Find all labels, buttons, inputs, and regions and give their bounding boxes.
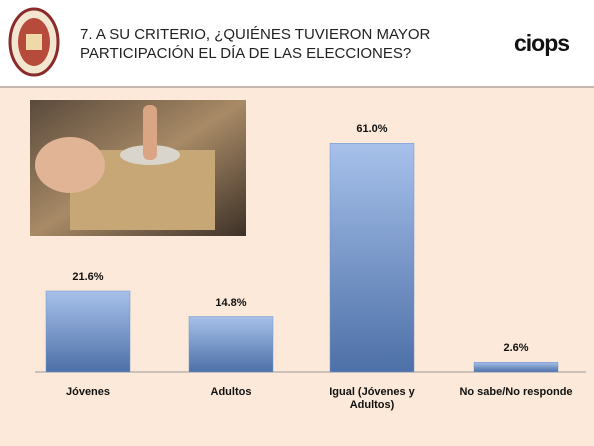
x-tick-label: No sabe/No responde [459,386,573,398]
bar [329,143,415,373]
hand [35,137,105,193]
bar [473,362,559,373]
bar [188,316,274,373]
emblem [8,7,60,77]
title-line: PARTICIPACIÓN EL DÍA DE LAS ELECCIONES? [80,45,412,62]
x-tick-label: Jóvenes [65,386,111,398]
data-label: 2.6% [503,342,529,355]
bar [45,290,131,373]
header: 7. A SU CRITERIO, ¿QUIÉNES TUVIERON MAYO… [0,0,594,88]
brand-logo: ciops [514,30,570,56]
x-tick-label: Adultos [210,386,252,398]
x-tick-label: Igual (Jóvenes y Adultos) [329,386,415,411]
data-label: 14.8% [215,296,247,309]
title-line: 7. A SU CRITERIO, ¿QUIÉNES TUVIERON MAYO… [80,26,431,43]
data-label: 61.0% [356,123,388,136]
data-label: 21.6% [72,271,104,283]
finger [143,105,157,160]
